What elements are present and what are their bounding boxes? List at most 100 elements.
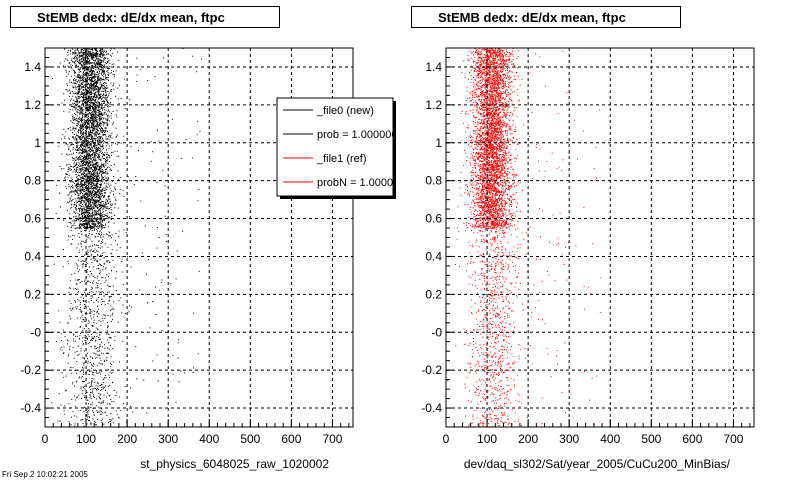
scatter-point: [97, 122, 98, 124]
scatter-point: [88, 88, 90, 90]
scatter-point: [113, 222, 115, 224]
scatter-point: [95, 59, 97, 61]
scatter-point: [72, 128, 74, 130]
scatter-point: [101, 384, 103, 386]
scatter-point: [91, 202, 93, 204]
scatter-point: [93, 109, 94, 111]
scatter-point: [113, 176, 115, 177]
scatter-point: [90, 180, 92, 182]
scatter-point: [87, 193, 89, 195]
scatter-point: [97, 329, 99, 330]
scatter-point: [98, 154, 100, 156]
scatter-point: [55, 341, 57, 342]
scatter-point: [86, 78, 88, 80]
scatter-point: [102, 204, 104, 206]
scatter-point: [89, 102, 91, 104]
scatter-point: [96, 168, 98, 170]
scatter-point: [68, 263, 70, 265]
scatter-point: [92, 154, 93, 156]
scatter-point: [80, 214, 82, 216]
scatter-point: [101, 178, 103, 180]
scatter-point: [95, 191, 96, 193]
scatter-point: [81, 107, 83, 109]
scatter-point: [103, 251, 105, 253]
scatter-point: [84, 48, 86, 50]
scatter-point: [87, 173, 89, 175]
scatter-point: [101, 71, 103, 73]
scatter-point: [86, 122, 88, 124]
scatter-point: [75, 168, 77, 170]
scatter-point: [89, 52, 91, 54]
scatter-point: [110, 366, 112, 368]
scatter-point: [89, 153, 91, 155]
scatter-point: [78, 121, 80, 123]
scatter-point: [91, 120, 93, 122]
scatter-point: [87, 154, 89, 156]
scatter-point: [83, 121, 85, 123]
scatter-point: [89, 195, 91, 197]
scatter-point: [105, 113, 107, 115]
scatter-point: [93, 73, 95, 75]
scatter-point: [85, 142, 87, 144]
scatter-point: [96, 217, 98, 219]
scatter-point: [106, 186, 108, 188]
scatter-point: [87, 194, 89, 196]
scatter-point: [82, 423, 84, 424]
scatter-point: [96, 95, 98, 97]
scatter-point: [90, 289, 92, 291]
scatter-point: [79, 370, 81, 372]
scatter-point: [103, 257, 105, 259]
scatter-point: [95, 118, 97, 120]
scatter-point: [82, 135, 84, 137]
scatter-point: [91, 380, 93, 382]
scatter-point: [84, 397, 86, 398]
scatter-point: [88, 235, 90, 237]
scatter-point: [101, 383, 102, 385]
scatter-point: [84, 380, 86, 382]
scatter-point: [88, 220, 90, 222]
scatter-point: [107, 72, 109, 74]
scatter-point: [92, 153, 94, 155]
scatter-point: [82, 164, 84, 166]
scatter-point: [75, 288, 77, 290]
scatter-point: [75, 185, 77, 187]
scatter-point: [92, 192, 94, 194]
scatter-point: [79, 171, 81, 173]
scatter-point: [72, 180, 74, 182]
scatter-point: [69, 308, 71, 310]
scatter-point: [97, 183, 98, 185]
scatter-point: [90, 97, 92, 99]
scatter-point: [88, 55, 90, 57]
scatter-point: [70, 181, 72, 183]
scatter-point: [99, 95, 101, 97]
scatter-point: [87, 107, 89, 109]
scatter-point: [68, 221, 70, 223]
scatter-point: [90, 132, 92, 134]
scatter-point: [74, 63, 76, 65]
scatter-point: [90, 80, 92, 82]
scatter-point: [99, 152, 101, 153]
scatter-point: [100, 86, 102, 88]
scatter-point: [93, 207, 95, 209]
scatter-point: [93, 106, 95, 108]
scatter-point: [76, 98, 77, 100]
scatter-point: [75, 287, 76, 289]
scatter-point: [97, 212, 99, 214]
scatter-point: [87, 358, 88, 360]
scatter-point: [93, 54, 94, 55]
scatter-point: [100, 52, 101, 54]
scatter-point: [95, 213, 97, 215]
scatter-point: [89, 120, 91, 122]
scatter-point: [98, 218, 100, 220]
scatter-point: [115, 277, 117, 279]
scatter-point: [92, 111, 94, 113]
scatter-point: [87, 165, 89, 167]
scatter-point: [71, 398, 73, 400]
scatter-point: [83, 174, 85, 176]
scatter-point: [98, 115, 100, 117]
scatter-point: [83, 157, 84, 159]
scatter-point: [86, 154, 87, 156]
scatter-point: [94, 248, 96, 250]
scatter-point: [107, 222, 109, 224]
scatter-point: [101, 188, 103, 190]
